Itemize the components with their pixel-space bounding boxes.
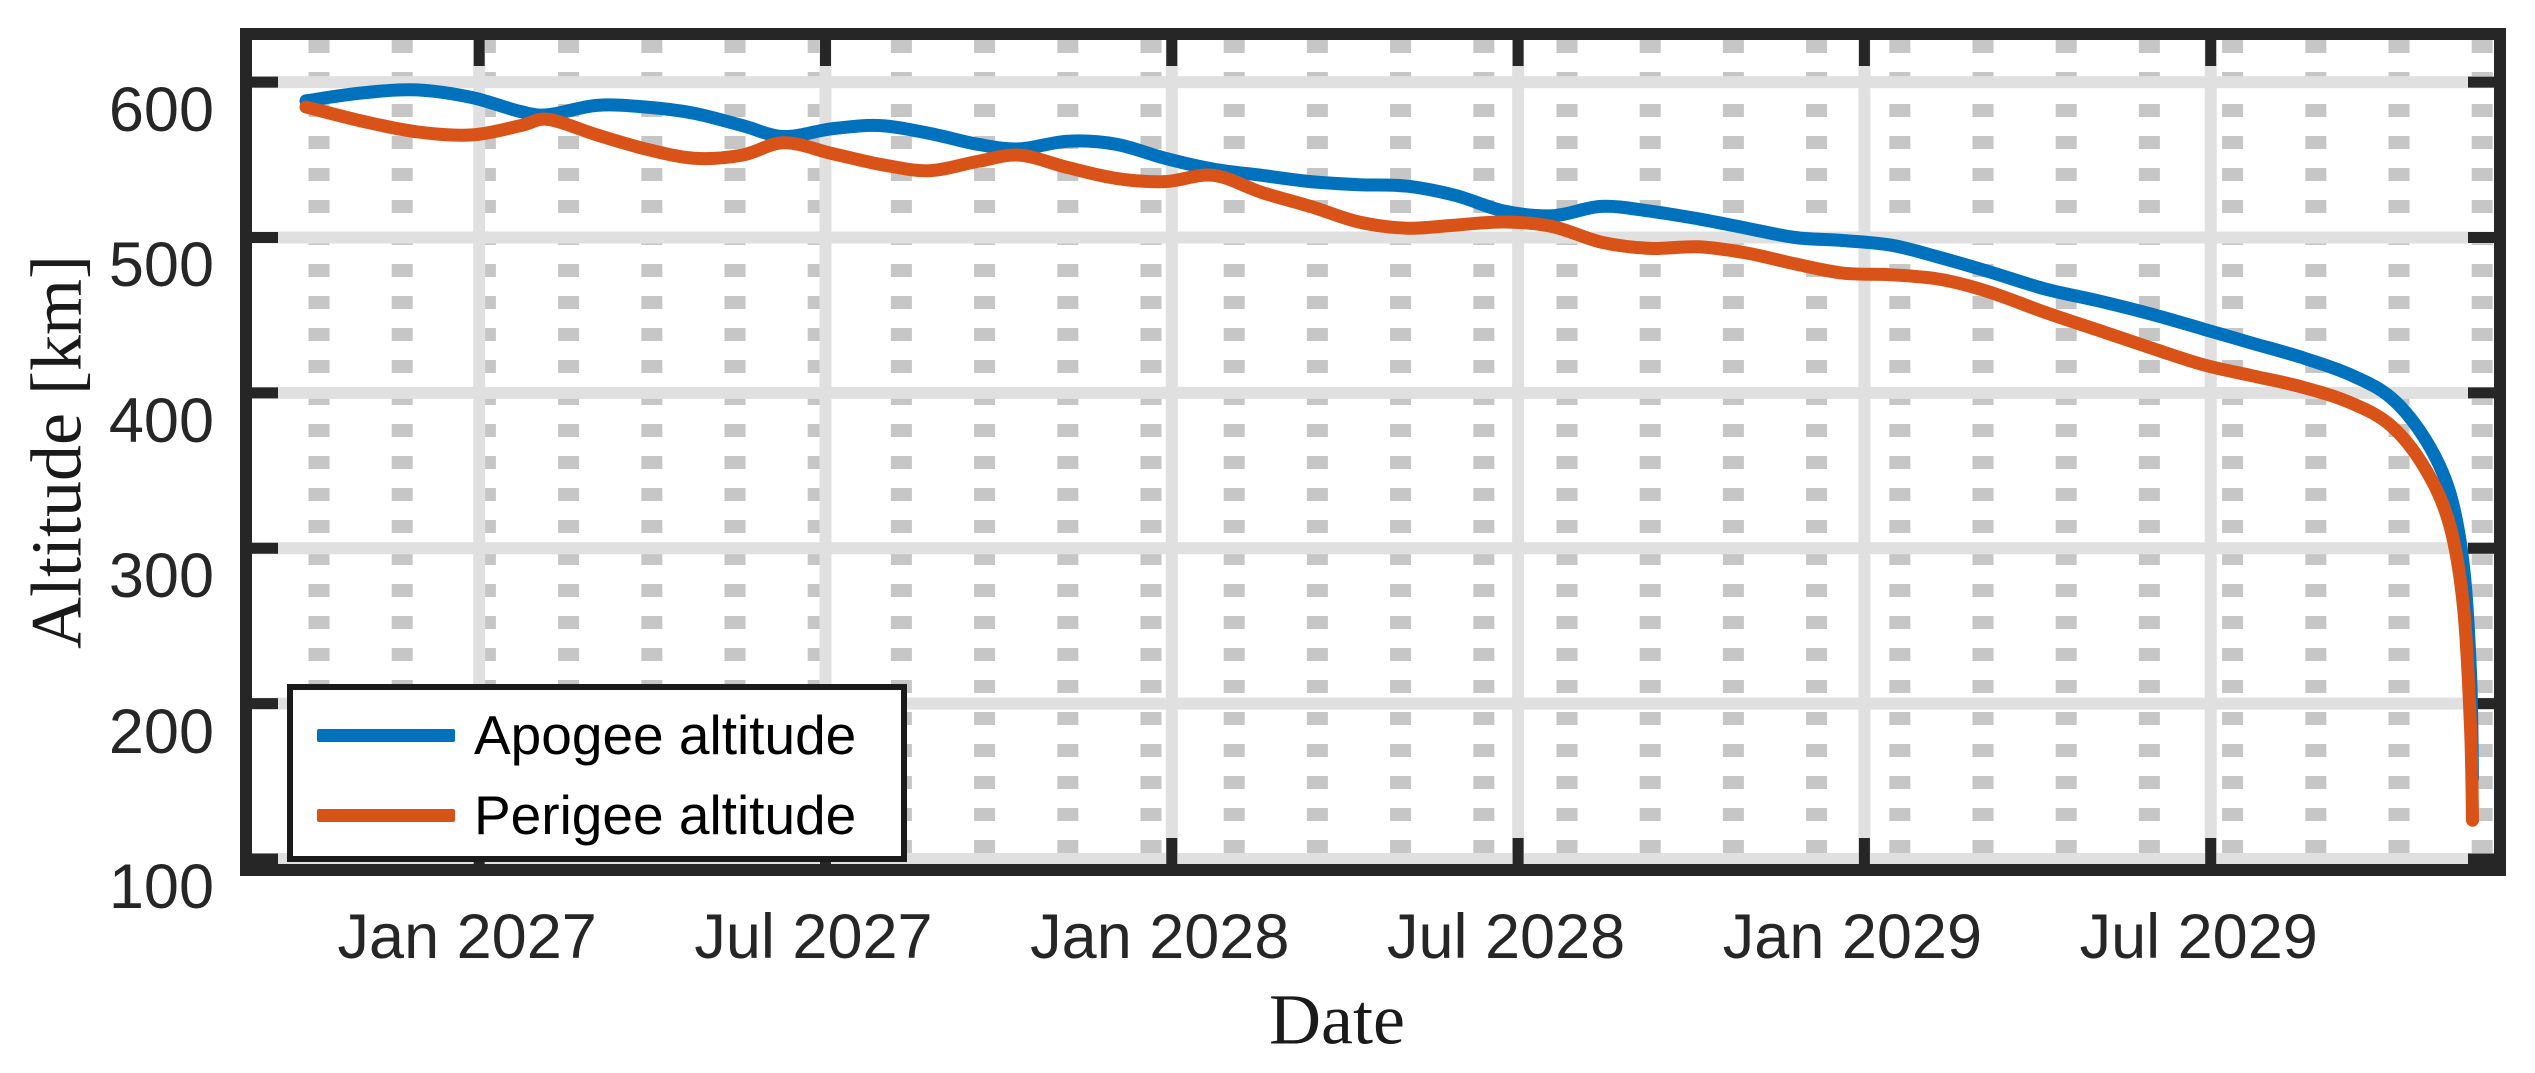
x-tick-label-jan-2028: Jan 2028 xyxy=(1030,902,1290,972)
perigee-line-swatch xyxy=(317,809,455,822)
x-tick-label-jan-2029: Jan 2029 xyxy=(1722,902,1983,972)
legend-item-apogee: Apogee altitude xyxy=(293,696,901,774)
y-tick-label-600: 600 xyxy=(108,75,214,146)
y-tick-label-400: 400 xyxy=(108,385,214,456)
legend-label-apogee: Apogee altitude xyxy=(474,704,857,766)
apogee-line-swatch xyxy=(317,729,455,742)
series-line-apogee xyxy=(299,83,2479,785)
y-tick-label-100: 100 xyxy=(108,852,214,923)
y-tick-label-200: 200 xyxy=(108,696,214,767)
x-tick-label-jul-2027: Jul 2027 xyxy=(694,902,933,972)
x-axis-label: Date xyxy=(1269,979,1405,1060)
data-series-lines xyxy=(299,83,2479,827)
x-tick-label-jan-2027: Jan 2027 xyxy=(337,902,597,972)
x-tick-label-jul-2029: Jul 2029 xyxy=(2079,902,2318,972)
y-axis-label: Altitude [km] xyxy=(16,255,97,649)
chart-canvas xyxy=(252,40,2494,864)
series-line-perigee xyxy=(299,100,2479,827)
plot-area: Apogee altitude Perigee altitude xyxy=(240,28,2506,876)
legend-box: Apogee altitude Perigee altitude xyxy=(287,684,907,862)
y-tick-label-500: 500 xyxy=(108,230,214,301)
y-tick-label-300: 300 xyxy=(108,541,214,612)
legend-item-perigee: Perigee altitude xyxy=(293,776,901,854)
legend-label-perigee: Perigee altitude xyxy=(474,784,857,846)
x-tick-label-jul-2028: Jul 2028 xyxy=(1386,902,1626,972)
